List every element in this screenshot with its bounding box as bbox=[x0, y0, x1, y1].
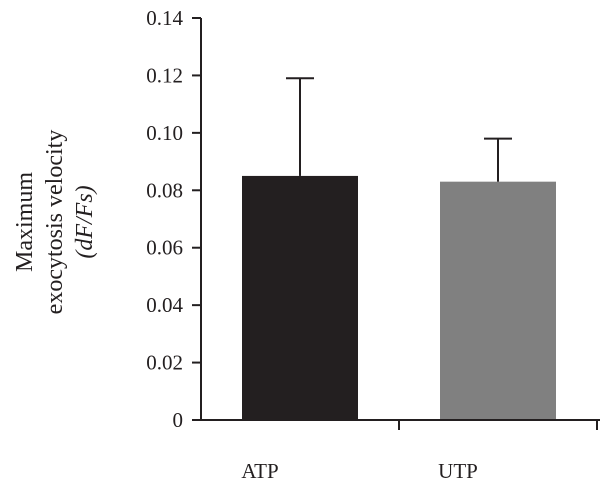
bars bbox=[242, 175, 556, 420]
y-tick-label: 0.06 bbox=[146, 236, 183, 260]
x-category-label: ATP bbox=[241, 459, 278, 483]
x-axis-categories: ATP UTP bbox=[241, 420, 598, 483]
y-tick-label: 0.04 bbox=[146, 293, 183, 317]
y-tick-label: 0.08 bbox=[146, 178, 183, 202]
y-axis-title-line-2: exocytosis velocity bbox=[42, 130, 68, 315]
y-axis-title-line-1: Maximum bbox=[12, 172, 38, 272]
y-tick-label: 0.02 bbox=[146, 351, 183, 375]
bar-atp bbox=[242, 175, 358, 420]
y-tick-label: 0 bbox=[173, 408, 184, 432]
y-tick-label: 0.14 bbox=[146, 6, 183, 30]
y-axis-ticks: 0 0.02 0.04 0.06 0.08 0.10 0.12 0.14 bbox=[146, 6, 201, 432]
y-tick-label: 0.12 bbox=[146, 63, 183, 87]
y-tick-label: 0.10 bbox=[146, 121, 183, 145]
error-bars bbox=[286, 77, 512, 182]
y-axis-title: Maximum exocytosis velocity (dF/Fs) bbox=[12, 130, 98, 315]
y-axis-title-line-3: (dF/Fs) bbox=[72, 185, 98, 258]
x-category-label: UTP bbox=[438, 459, 478, 483]
bar-utp bbox=[440, 181, 556, 420]
